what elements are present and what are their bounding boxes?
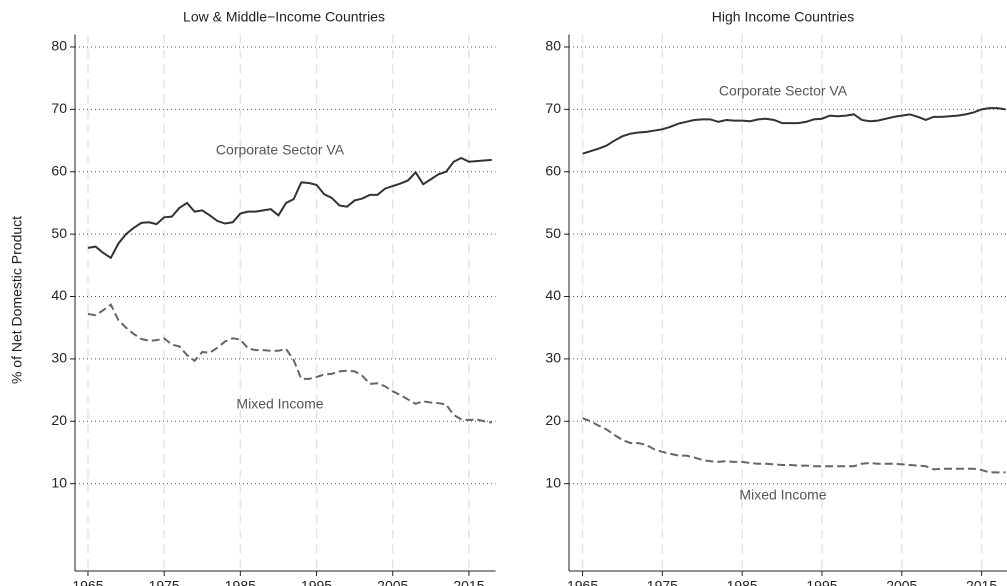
y-tick-label: 20 [545,412,561,428]
y-tick-label: 60 [545,162,561,178]
series-line [582,107,1006,155]
x-tick-label: 1975 [149,578,180,586]
series-annotation: Mixed Income [739,487,826,503]
y-tick-label: 10 [51,474,67,490]
y-axis-label: % of Net Domestic Product [9,216,25,384]
x-tick-label: 2015 [453,578,484,586]
y-tick-label: 60 [51,162,67,178]
x-tick-label: 1985 [225,578,256,586]
series-line [87,303,492,424]
y-tick-label: 50 [545,225,561,241]
series-line [582,417,1006,474]
y-tick-label: 70 [545,100,561,116]
y-tick-label: 40 [51,287,67,303]
series-annotation: Mixed Income [236,396,323,412]
x-tick-label: 1965 [567,578,598,586]
y-tick-label: 40 [545,287,561,303]
x-tick-label: 1995 [301,578,332,586]
y-tick-label: 10 [545,474,561,490]
panel-title: High Income Countries [712,9,854,25]
y-tick-label: 30 [51,350,67,366]
y-tick-label: 80 [545,38,561,54]
y-tick-label: 30 [545,350,561,366]
x-tick-label: 2015 [966,578,997,586]
x-tick-label: 1975 [647,578,678,586]
x-tick-label: 2005 [377,578,408,586]
x-tick-label: 1995 [806,578,837,586]
series-line [87,156,492,260]
series-annotation: Corporate Sector VA [216,142,345,158]
y-tick-label: 20 [51,412,67,428]
x-tick-label: 1965 [72,578,103,586]
y-tick-label: 70 [51,100,67,116]
panel-title: Low & Middle−Income Countries [183,9,385,25]
y-tick-label: 50 [51,225,67,241]
y-tick-label: 80 [51,38,67,54]
x-tick-label: 1985 [727,578,758,586]
x-tick-label: 2005 [886,578,917,586]
series-annotation: Corporate Sector VA [719,83,848,99]
